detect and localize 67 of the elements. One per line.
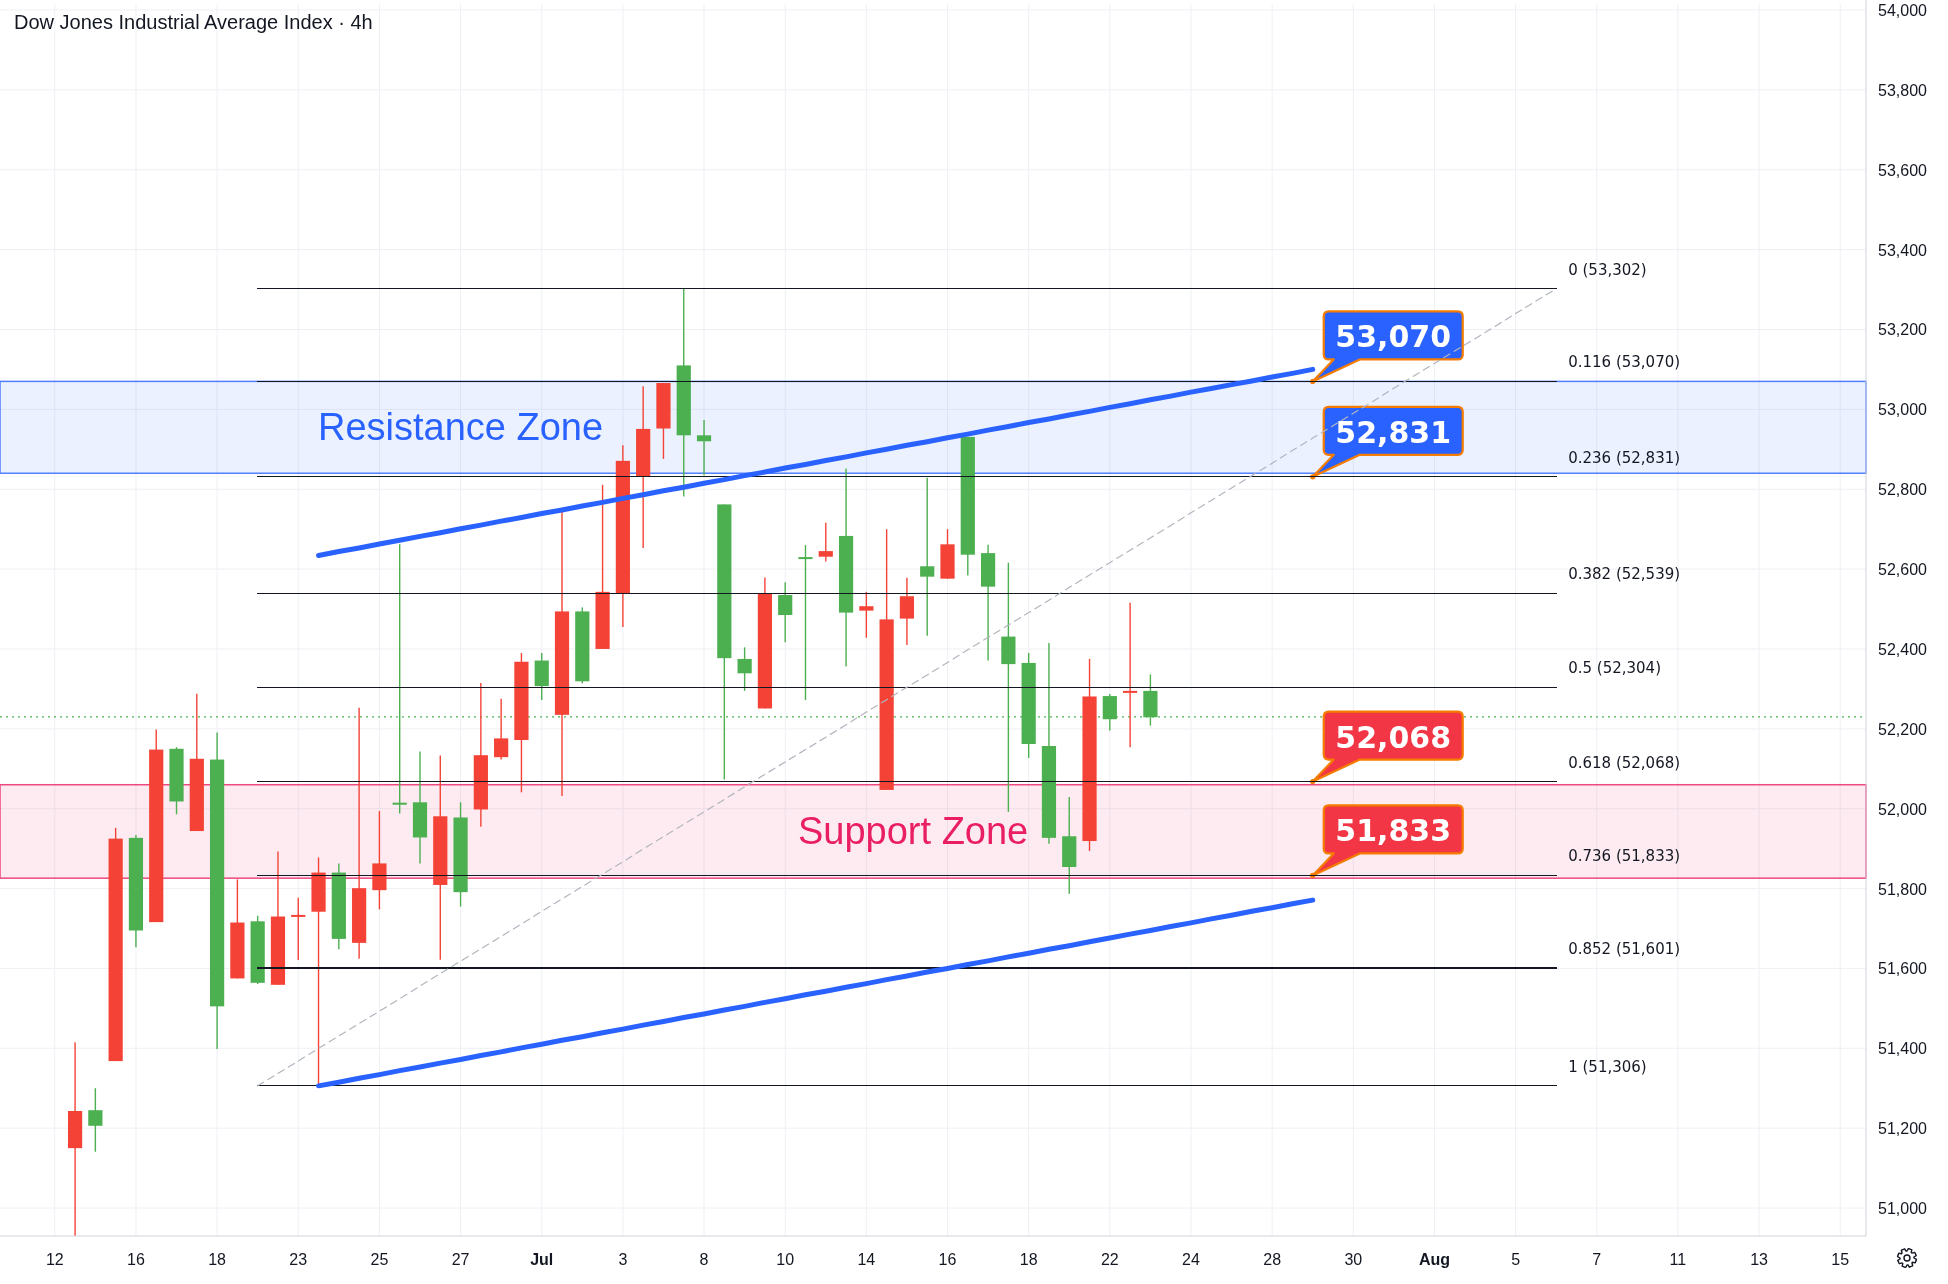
band-label: Support Zone (798, 810, 1029, 853)
candlestick (859, 591, 874, 639)
x-tick-label: 12 (45, 1250, 64, 1268)
y-tick-label: 51,200 (1878, 1119, 1928, 1137)
x-tick-label: 28 (1263, 1250, 1282, 1268)
series-label: 0.116 (53,070) (1568, 353, 1681, 372)
chart-title: Dow Jones Industrial Average Index · 4h (14, 11, 373, 33)
x-tick-label: 10 (776, 1250, 795, 1268)
y-tick-label: 52,600 (1878, 560, 1928, 578)
candlestick (1123, 601, 1138, 748)
x-tick-label: 25 (370, 1250, 389, 1268)
x-tick-label: 16 (938, 1250, 957, 1268)
candlestick (88, 1087, 103, 1153)
x-tick-label: 8 (699, 1250, 709, 1268)
y-tick-label: 51,000 (1878, 1199, 1928, 1217)
series-label: 0 (53,302) (1568, 260, 1647, 279)
candlestick (291, 897, 306, 961)
annotation: 51,833 (1335, 812, 1452, 848)
series-label: 0.618 (52,068) (1568, 753, 1681, 772)
x-tick-label: 5 (1511, 1250, 1521, 1268)
x-tick-label: 15 (1831, 1250, 1850, 1268)
y-tick-label: 51,800 (1878, 880, 1928, 898)
candlestick (920, 476, 935, 637)
candlestick (494, 698, 509, 761)
y-tick-label: 53,200 (1878, 320, 1928, 338)
y-tick-label: 52,200 (1878, 720, 1928, 738)
series-label: 0.382 (52,539) (1568, 565, 1681, 584)
band-label: Resistance Zone (318, 406, 604, 449)
x-tick-label: 30 (1344, 1250, 1363, 1268)
candlestick (778, 581, 793, 643)
y-tick-label: 53,600 (1878, 161, 1928, 179)
x-tick-label: 3 (618, 1250, 628, 1268)
candlestick (899, 577, 915, 646)
x-tick-label: 14 (857, 1250, 876, 1268)
annotation: 52,068 (1335, 719, 1452, 755)
x-tick-label: 27 (451, 1250, 470, 1268)
y-tick-label: 52,800 (1878, 480, 1928, 498)
candlestick (818, 522, 833, 563)
annotation: 52,831 (1335, 414, 1452, 450)
x-tick-label: 22 (1100, 1250, 1119, 1268)
y-tick-label: 53,400 (1878, 241, 1928, 259)
y-tick-label: 53,000 (1878, 400, 1928, 418)
x-tick-label: 13 (1750, 1250, 1769, 1268)
candlestick (798, 544, 813, 701)
x-tick-label: 23 (289, 1250, 308, 1268)
candlestick (737, 646, 752, 692)
x-tick-label: 24 (1182, 1250, 1200, 1268)
x-tick-label: Aug (1418, 1250, 1450, 1268)
x-tick-label: 7 (1592, 1250, 1602, 1268)
x-tick-label: 18 (1019, 1250, 1038, 1268)
series-label: 0.5 (52,304) (1568, 659, 1661, 678)
y-tick-label: 51,400 (1878, 1039, 1928, 1057)
y-tick-label: 52,000 (1878, 800, 1928, 818)
series-label: 0.236 (52,831) (1568, 448, 1681, 467)
candlestick (696, 419, 712, 476)
x-tick-label: 16 (127, 1250, 145, 1268)
annotation: 53,070 (1335, 318, 1452, 354)
series-label: 0.736 (51,833) (1568, 847, 1681, 866)
x-tick-label: 18 (208, 1250, 227, 1268)
y-tick-label: 51,600 (1878, 959, 1928, 977)
x-tick-label: Jul (530, 1250, 554, 1268)
x-tick-label: 11 (1669, 1250, 1687, 1268)
y-tick-label: 54,000 (1878, 1, 1928, 19)
series-label: 0.852 (51,601) (1568, 940, 1681, 959)
y-tick-label: 53,800 (1878, 81, 1928, 99)
y-tick-label: 52,400 (1878, 640, 1928, 658)
series-label: 1 (51,306) (1568, 1057, 1647, 1076)
